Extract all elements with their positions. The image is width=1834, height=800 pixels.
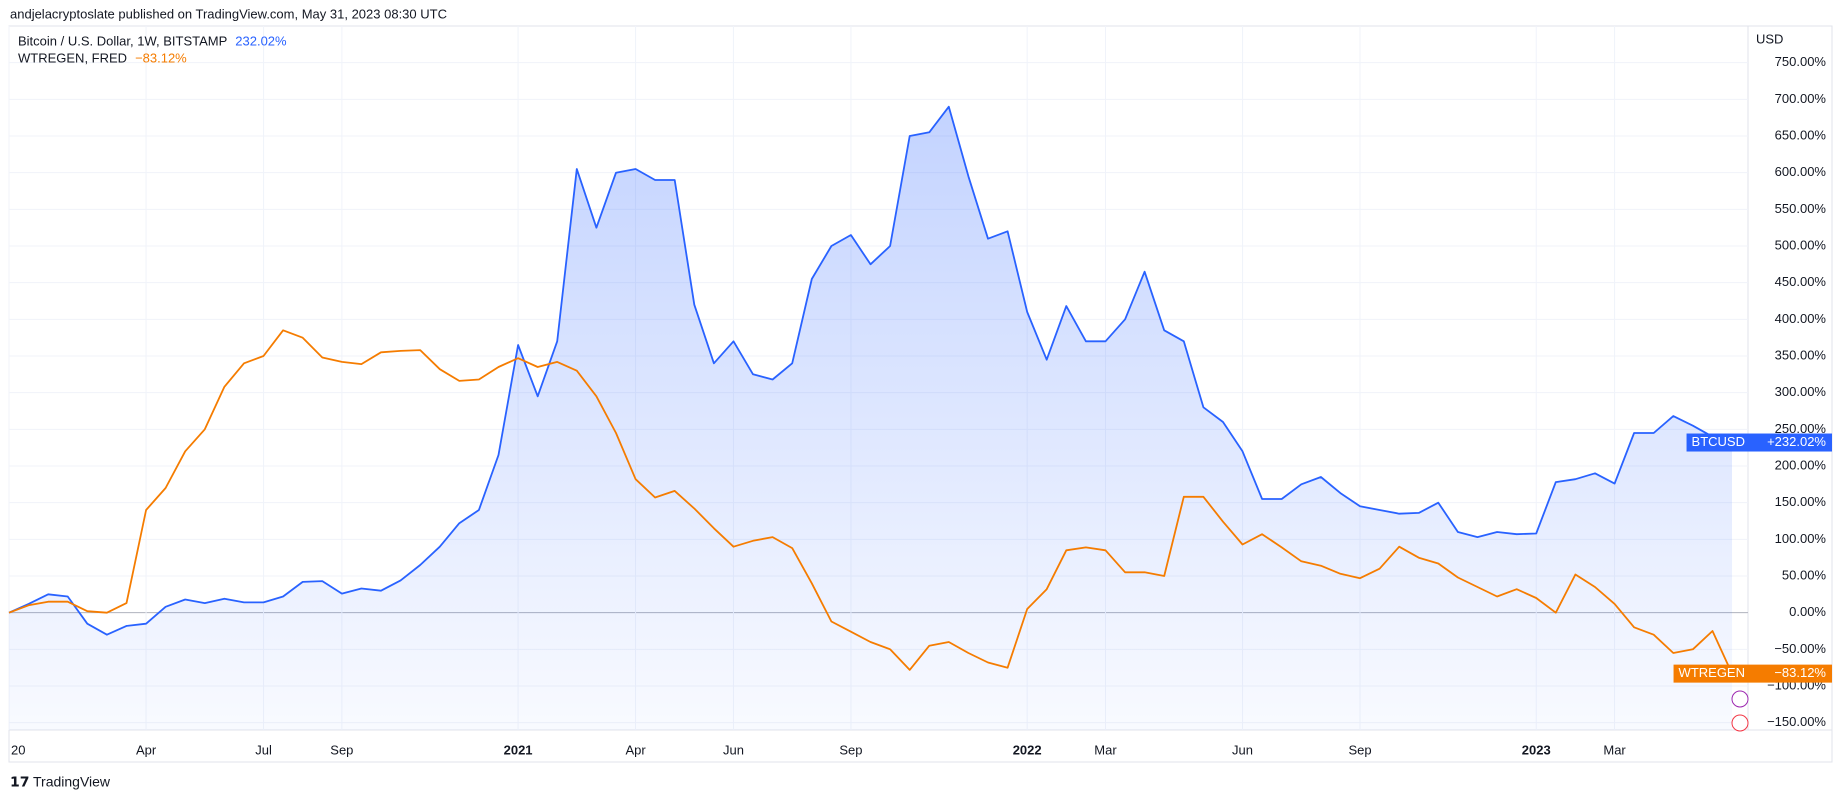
legend-value: −83.12% — [135, 50, 187, 65]
legend-label: Bitcoin / U.S. Dollar, 1W, BITSTAMP — [18, 33, 227, 48]
series-tag — [1673, 664, 1748, 683]
y-tick-label: 150.00% — [1775, 494, 1827, 509]
x-tick-label: 20 — [11, 742, 25, 757]
series-tag-label: BTCUSD — [1692, 434, 1745, 449]
y-tick-label: 600.00% — [1775, 164, 1827, 179]
series-tag-label: WTREGEN — [1679, 665, 1745, 680]
y-tick-label: 250.00% — [1775, 421, 1827, 436]
y-tick-label: 200.00% — [1775, 457, 1827, 472]
legend-label: WTREGEN, FRED — [18, 50, 127, 65]
y-tick-label: 550.00% — [1775, 201, 1827, 216]
x-tick-label: Sep — [1348, 742, 1371, 757]
x-tick-label: Mar — [1094, 742, 1117, 757]
x-tick-label: 2022 — [1013, 742, 1042, 757]
price-tag — [1748, 664, 1832, 683]
x-tick-label: Jun — [723, 742, 744, 757]
y-tick-label: 400.00% — [1775, 311, 1827, 326]
y-tick-label: 0.00% — [1789, 604, 1826, 619]
y-tick-label: −50.00% — [1774, 641, 1826, 656]
x-tick-label: 2023 — [1522, 742, 1551, 757]
y-tick-label: 100.00% — [1775, 531, 1827, 546]
series-tag — [1686, 433, 1748, 452]
y-tick-label: 450.00% — [1775, 274, 1827, 289]
x-tick-label: Apr — [136, 742, 157, 757]
x-tick-label: Apr — [625, 742, 646, 757]
brand-name: TradingView — [33, 774, 111, 790]
line — [8, 105, 1733, 636]
brand: 𝟭𝟳 TradingView — [10, 774, 111, 790]
area — [9, 106, 1733, 730]
x-tick-label: Jun — [1232, 742, 1253, 757]
price-tag-label: −83.12% — [1774, 665, 1826, 680]
x-tick-label: Mar — [1603, 742, 1626, 757]
y-tick-label: 350.00% — [1775, 347, 1827, 362]
y-tick-label: 700.00% — [1775, 91, 1827, 106]
y-tick-label: 650.00% — [1775, 127, 1827, 142]
x-tick-label: 2021 — [504, 742, 533, 757]
y-tick-label: 300.00% — [1775, 384, 1827, 399]
x-tick-label: Jul — [255, 742, 272, 757]
brand-logo: 𝟭𝟳 — [10, 774, 29, 790]
price-tag-label: +232.02% — [1767, 434, 1826, 449]
y-tick-label: 750.00% — [1775, 54, 1827, 69]
legend-value: 232.02% — [235, 33, 287, 48]
x-tick-label: Sep — [839, 742, 862, 757]
icon — [1731, 714, 1749, 732]
status-icons — [1731, 690, 1749, 732]
line — [8, 329, 1733, 674]
y-tick-label: 50.00% — [1782, 567, 1827, 582]
icon — [1731, 690, 1749, 708]
price-tag — [1748, 433, 1832, 452]
y-tick-label: 500.00% — [1775, 237, 1827, 252]
x-tick-label: Sep — [330, 742, 353, 757]
axis-unit: USD — [1756, 31, 1783, 46]
y-tick-label: −150.00% — [1767, 714, 1826, 729]
publisher: andjelacryptoslate published on TradingV… — [10, 6, 447, 21]
